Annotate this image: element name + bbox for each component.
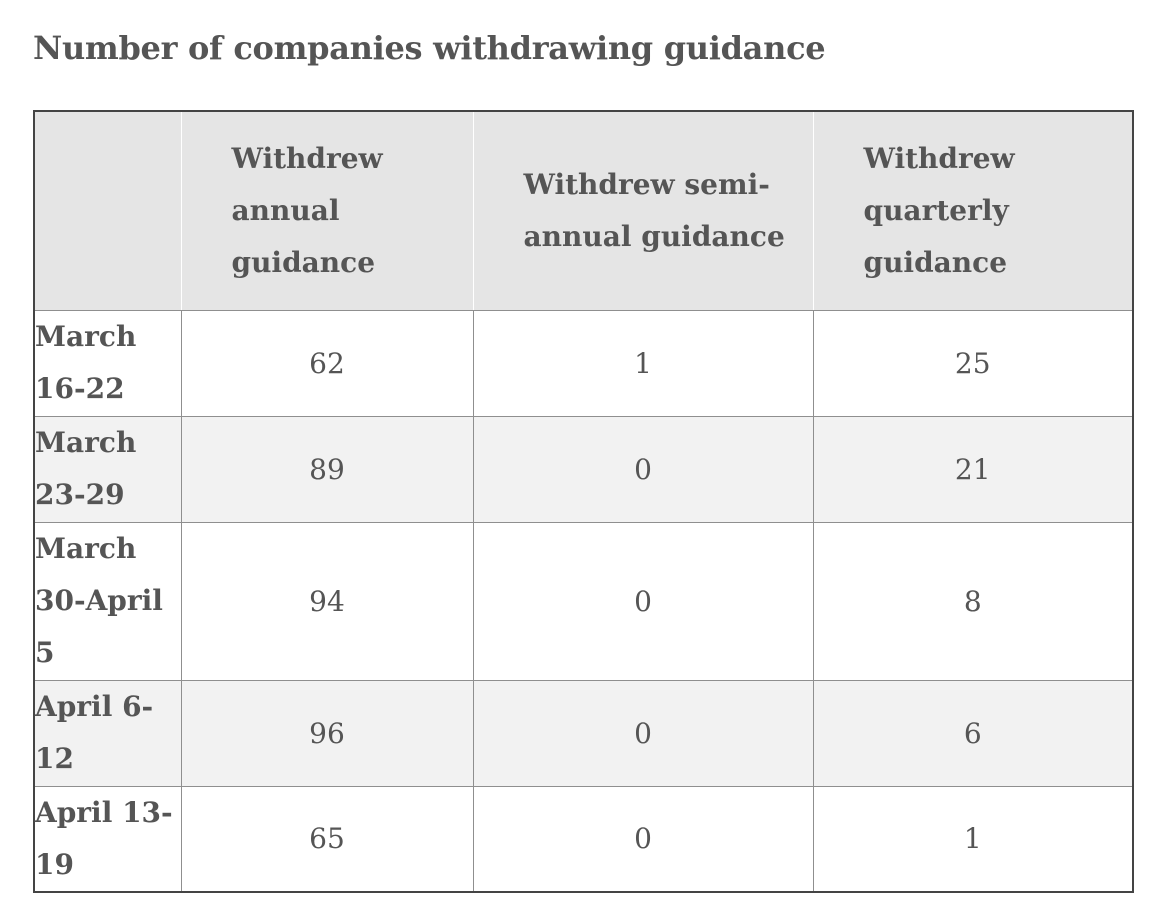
annual-value-cell: 89 — [180, 415, 474, 523]
annual-value-cell: 94 — [180, 521, 474, 681]
row-label: April 13-19 — [33, 785, 182, 893]
row-label: March 16-22 — [33, 309, 182, 417]
semi-annual-value-cell: 0 — [472, 521, 814, 681]
table-row: March 30-April 5 94 0 8 — [33, 521, 1134, 681]
row-label: April 6-12 — [33, 679, 182, 787]
table-title: Number of companies withdrawing guidance — [33, 29, 826, 67]
table-row: March 16-22 62 1 25 — [33, 309, 1134, 417]
semi-annual-value-cell: 0 — [472, 785, 814, 893]
column-header-semi-annual: Withdrew semi-annual guidance — [472, 110, 814, 311]
semi-annual-value-cell: 1 — [472, 309, 814, 417]
quarterly-value-cell: 21 — [812, 415, 1134, 523]
semi-annual-value-cell: 0 — [472, 679, 814, 787]
annual-value-cell: 65 — [180, 785, 474, 893]
column-header-quarterly: Withdrew quarterly guidance — [812, 110, 1134, 311]
column-header-annual: Withdrew annual guidance — [180, 110, 474, 311]
table-row: April 13-19 65 0 1 — [33, 785, 1134, 893]
row-label: March 30-April 5 — [33, 521, 182, 681]
table-row: April 6-12 96 0 6 — [33, 679, 1134, 787]
row-label: March 23-29 — [33, 415, 182, 523]
quarterly-value-cell: 1 — [812, 785, 1134, 893]
guidance-table: Withdrew annual guidance Withdrew semi-a… — [33, 110, 1134, 893]
header-row: Withdrew annual guidance Withdrew semi-a… — [33, 110, 1134, 311]
table-row: March 23-29 89 0 21 — [33, 415, 1134, 523]
quarterly-value-cell: 8 — [812, 521, 1134, 681]
annual-value-cell: 62 — [180, 309, 474, 417]
semi-annual-value-cell: 0 — [472, 415, 814, 523]
annual-value-cell: 96 — [180, 679, 474, 787]
quarterly-value-cell: 25 — [812, 309, 1134, 417]
quarterly-value-cell: 6 — [812, 679, 1134, 787]
corner-header — [33, 110, 182, 311]
